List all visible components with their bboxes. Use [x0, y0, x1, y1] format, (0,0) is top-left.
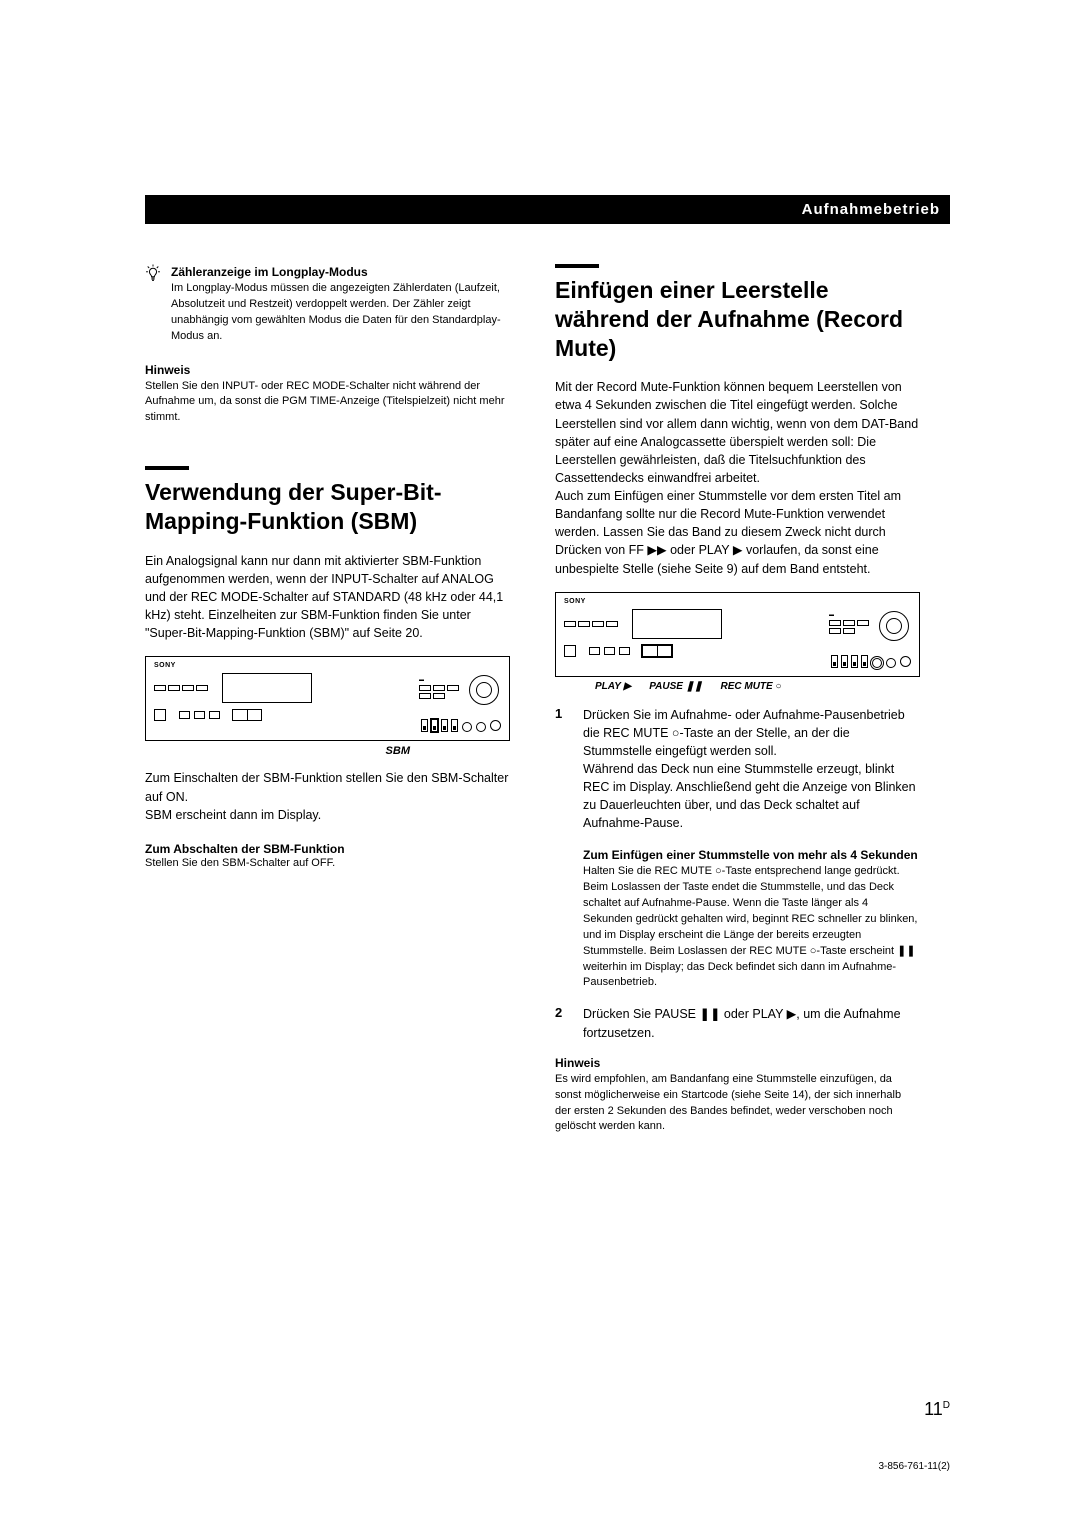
- section-header: Aufnahmebetrieb: [145, 195, 950, 224]
- hinweis-text: Es wird empfohlen, am Bandanfang eine St…: [555, 1072, 920, 1136]
- transport-icon: [642, 645, 672, 657]
- sbm-callout-label: SBM: [145, 745, 510, 757]
- document-id: 3-856-761-11(2): [878, 1461, 950, 1472]
- dial-icon: [879, 611, 909, 641]
- insert-heading: Zum Einfügen einer Stummstelle von mehr …: [583, 847, 920, 864]
- tip-block: Zähleranzeige im Longplay-Modus Im Longp…: [145, 264, 510, 345]
- tip-text: Im Longplay-Modus müssen die angezeigten…: [171, 281, 510, 345]
- phones-icon: [490, 720, 501, 731]
- play-label: PLAY ▶: [595, 681, 631, 692]
- knob-icon: [462, 722, 472, 732]
- hinweis-text: Stellen Sie den INPUT- oder REC MODE-Sch…: [145, 379, 510, 427]
- step-2: 2 Drücken Sie PAUSE ❚❚ oder PLAY ▶, um d…: [555, 1005, 920, 1041]
- device-diagram-sbm: SONY ▬: [145, 656, 510, 741]
- brand-label: SONY: [564, 598, 911, 605]
- section-title-recmute: Einfügen einer Leerstelle während der Au…: [555, 276, 920, 362]
- device-diagram-recmute: SONY ▬: [555, 592, 920, 677]
- right-column: Einfügen einer Leerstelle während der Au…: [555, 264, 920, 1135]
- recmute-label: REC MUTE ○: [720, 681, 781, 692]
- section-title-sbm: Verwendung der Super-Bit-Mapping-Funktio…: [145, 478, 510, 536]
- sbm-off-heading: Zum Abschalten der SBM-Funktion: [145, 842, 510, 856]
- sbm-off-text: Stellen Sie den SBM-Schalter auf OFF.: [145, 856, 510, 872]
- step-number: 1: [555, 706, 569, 992]
- transport-icon: [232, 709, 262, 721]
- left-column: Zähleranzeige im Longplay-Modus Im Longp…: [145, 264, 510, 1135]
- insert-body: Halten Sie die REC MUTE ○-Taste entsprec…: [583, 864, 920, 992]
- section-rule: [555, 264, 599, 268]
- step-1: 1 Drücken Sie im Aufnahme- oder Aufnahme…: [555, 706, 920, 992]
- hinweis-heading: Hinweis: [145, 363, 510, 377]
- step-2-text: Drücken Sie PAUSE ❚❚ oder PLAY ▶, um die…: [583, 1005, 920, 1041]
- sbm-on-text: Zum Einschalten der SBM-Funktion stellen…: [145, 769, 510, 823]
- hinweis-heading: Hinweis: [555, 1056, 920, 1070]
- recmute-intro-text: Mit der Record Mute-Funktion können bequ…: [555, 378, 920, 577]
- brand-label: SONY: [154, 662, 501, 669]
- sbm-intro-text: Ein Analogsignal kann nur dann mit aktiv…: [145, 552, 510, 643]
- two-column-layout: Zähleranzeige im Longplay-Modus Im Longp…: [145, 264, 950, 1135]
- tip-heading: Zähleranzeige im Longplay-Modus: [171, 264, 510, 281]
- section-rule: [145, 466, 189, 470]
- power-button-icon: [154, 709, 166, 721]
- lightbulb-icon: [145, 264, 163, 345]
- step-number: 2: [555, 1005, 569, 1041]
- pause-label: PAUSE ❚❚: [649, 681, 702, 692]
- transport-callout-labels: PLAY ▶ PAUSE ❚❚ REC MUTE ○: [555, 681, 920, 692]
- step-1-text: Drücken Sie im Aufnahme- oder Aufnahme-P…: [583, 706, 920, 833]
- page-number: 11D: [924, 1399, 950, 1420]
